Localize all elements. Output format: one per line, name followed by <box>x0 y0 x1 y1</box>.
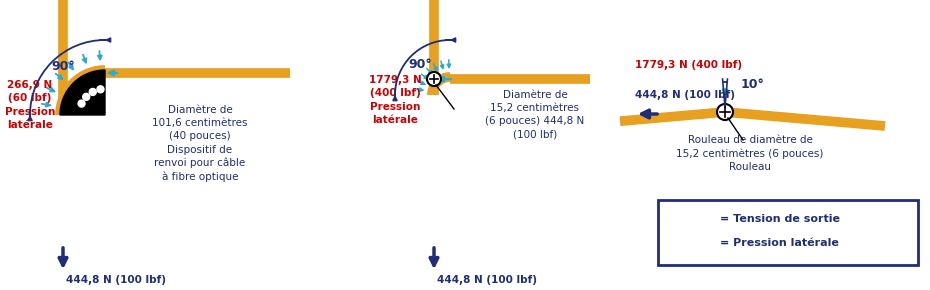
Text: 1779,3 N (400 lbf): 1779,3 N (400 lbf) <box>635 60 742 70</box>
Text: 266,9 N
(60 lbf)
Pression
latérale: 266,9 N (60 lbf) Pression latérale <box>5 80 55 130</box>
Text: Diamètre de
15,2 centimètres
(6 pouces) 444,8 N
(100 lbf): Diamètre de 15,2 centimètres (6 pouces) … <box>485 90 585 139</box>
Text: = Tension de sortie: = Tension de sortie <box>720 214 840 224</box>
Circle shape <box>78 100 85 107</box>
Text: 444,8 N (100 lbf): 444,8 N (100 lbf) <box>66 275 166 285</box>
FancyBboxPatch shape <box>658 200 918 265</box>
Text: 90°: 90° <box>408 59 432 72</box>
Text: 444,8 N (100 lbf): 444,8 N (100 lbf) <box>635 90 735 100</box>
Text: = Pression latérale: = Pression latérale <box>720 238 839 248</box>
Circle shape <box>83 93 89 100</box>
Text: 10°: 10° <box>741 79 765 92</box>
Circle shape <box>427 72 441 86</box>
Text: Rouleau de diamètre de
15,2 centimètres (6 pouces)
Rouleau: Rouleau de diamètre de 15,2 centimètres … <box>676 135 824 172</box>
Text: 1779,3 N
(400 lbf)
Pression
latérale: 1779,3 N (400 lbf) Pression latérale <box>368 75 421 125</box>
Text: Diamètre de
101,6 centimètres
(40 pouces)
Dispositif de
renvoi pour câble
à fibr: Diamètre de 101,6 centimètres (40 pouces… <box>153 105 247 182</box>
Circle shape <box>717 104 733 120</box>
Circle shape <box>97 86 104 93</box>
Text: 444,8 N (100 lbf): 444,8 N (100 lbf) <box>437 275 537 285</box>
Circle shape <box>89 88 96 95</box>
Text: 90°: 90° <box>51 61 75 73</box>
Wedge shape <box>60 70 105 115</box>
